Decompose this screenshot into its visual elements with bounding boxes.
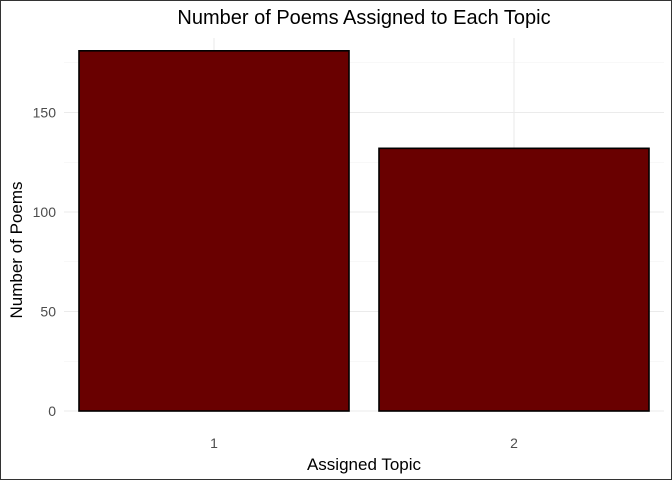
- x-axis-title: Assigned Topic: [307, 455, 422, 474]
- y-tick-label: 150: [33, 105, 57, 121]
- x-tick-label: 1: [210, 435, 218, 451]
- y-tick-label: 50: [40, 304, 56, 320]
- x-tick-label: 2: [510, 435, 518, 451]
- bar-topic-1: [78, 50, 350, 412]
- y-axis-title: Number of Poems: [7, 182, 26, 319]
- bar-topic-2: [378, 147, 650, 412]
- y-axis-ticks: 0 50 100 150: [33, 105, 57, 420]
- bars: [78, 50, 650, 412]
- y-tick-label: 0: [48, 403, 56, 419]
- chart-title: Number of Poems Assigned to Each Topic: [177, 7, 550, 29]
- y-tick-label: 100: [33, 204, 57, 220]
